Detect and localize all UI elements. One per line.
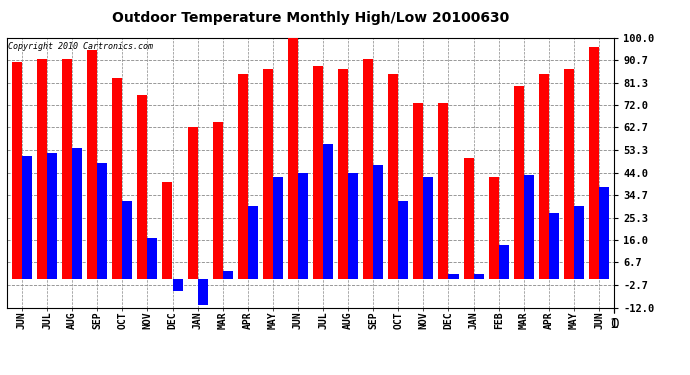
Bar [288, 33, 298, 279]
Bar [223, 272, 233, 279]
Bar [47, 153, 57, 279]
Bar [162, 182, 172, 279]
Bar [87, 50, 97, 279]
Text: Copyright 2010 Cartronics.com: Copyright 2010 Cartronics.com [8, 42, 153, 51]
Bar [122, 201, 132, 279]
Text: Outdoor Temperature Monthly High/Low 20100630: Outdoor Temperature Monthly High/Low 201… [112, 11, 509, 25]
Bar [599, 187, 609, 279]
Bar [473, 274, 484, 279]
Bar [348, 172, 358, 279]
Bar [564, 69, 574, 279]
Bar [172, 279, 183, 291]
Bar [313, 66, 323, 279]
Bar [539, 74, 549, 279]
Bar [589, 47, 599, 279]
Bar [12, 62, 22, 279]
Bar [363, 59, 373, 279]
Bar [448, 274, 459, 279]
Bar [213, 122, 223, 279]
Bar [464, 158, 473, 279]
Bar [489, 177, 499, 279]
Bar [549, 213, 559, 279]
Bar [438, 103, 449, 279]
Bar [373, 165, 383, 279]
Bar [398, 201, 408, 279]
Bar [514, 86, 524, 279]
Bar [137, 95, 148, 279]
Bar [273, 177, 283, 279]
Bar [72, 148, 82, 279]
Bar [188, 127, 197, 279]
Bar [298, 172, 308, 279]
Bar [424, 177, 433, 279]
Bar [37, 59, 47, 279]
Bar [62, 59, 72, 279]
Bar [197, 279, 208, 305]
Bar [263, 69, 273, 279]
Bar [388, 74, 398, 279]
Bar [524, 175, 534, 279]
Bar [22, 156, 32, 279]
Bar [413, 103, 424, 279]
Bar [499, 245, 509, 279]
Bar [248, 206, 258, 279]
Bar [323, 144, 333, 279]
Bar [148, 238, 157, 279]
Bar [97, 163, 107, 279]
Bar [338, 69, 348, 279]
Bar [112, 78, 122, 279]
Bar [574, 206, 584, 279]
Bar [238, 74, 248, 279]
